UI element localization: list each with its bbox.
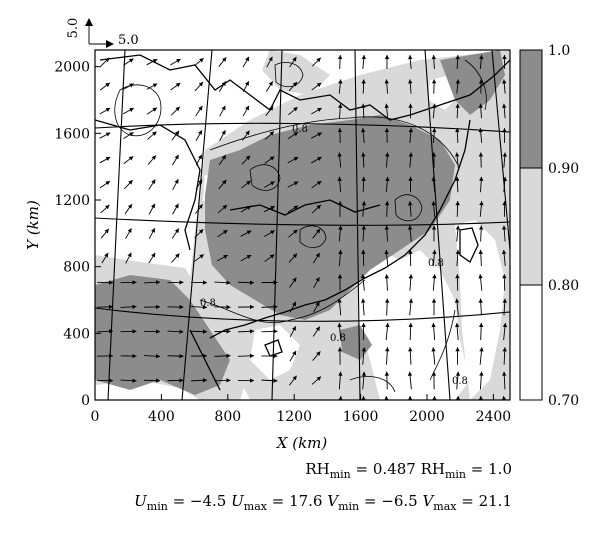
contour-label: 0.8 <box>428 258 444 269</box>
colorbar: 1.0 0.90 0.80 0.70 <box>520 43 579 409</box>
rh-min-b-value: = 1.0 <box>466 460 512 478</box>
wind-vector <box>238 405 254 406</box>
wind-vector-head <box>109 403 113 407</box>
v-max-value: = 21.1 <box>456 492 512 510</box>
rh-min-b-label: RH <box>421 460 445 478</box>
wind-vector <box>289 401 298 409</box>
wind-vector-head <box>293 401 297 405</box>
reference-vector-vertical-label: 5.0 <box>66 18 81 39</box>
y-tick-label: 400 <box>63 326 90 342</box>
wind-vector-head <box>226 403 230 407</box>
x-tick-label: 400 <box>148 409 175 425</box>
u-min-sub: min <box>147 500 168 513</box>
reference-vector: 5.0 5.0 <box>66 18 139 48</box>
wind-vector <box>311 402 321 409</box>
u-max-value: = 17.6 <box>267 492 327 510</box>
rh-min-a-value: = 0.487 <box>351 460 421 478</box>
rh-min-a-sub: min <box>330 468 351 481</box>
wind-vector <box>97 405 113 406</box>
wind-vector <box>121 405 137 406</box>
u-max-sub: max <box>244 500 267 513</box>
v-max-label: V <box>422 492 433 510</box>
rh-min-a-label: RH <box>305 460 329 478</box>
contour-label: 0.8 <box>330 333 346 344</box>
y-tick-label: 0 <box>81 393 90 409</box>
colorbar-label: 0.80 <box>548 278 579 294</box>
wind-vector-head <box>203 403 207 407</box>
wind-vector-head <box>317 402 322 406</box>
x-tick-label: 2400 <box>476 409 512 425</box>
x-axis-label: X (km) <box>276 434 328 452</box>
colorbar-segment-white <box>520 285 542 400</box>
v-min-label: V <box>327 492 338 510</box>
colorbar-segment-dark <box>520 50 542 168</box>
wind-vector <box>262 405 278 406</box>
rh-min-b-sub: min <box>445 468 466 481</box>
colorbar-segment-light <box>520 168 542 285</box>
wind-vector-head <box>156 403 160 407</box>
y-tick-label: 1600 <box>54 126 90 142</box>
v-min-sub: min <box>338 500 359 513</box>
rh-stats-line: RHmin = 0.487 RHmin = 1.0 <box>305 460 512 481</box>
uv-stats-line: Umin = −4.5 Umax = 17.6 Vmin = −6.5 Vmax… <box>134 492 512 513</box>
u-max-label: U <box>231 492 244 510</box>
colorbar-label: 0.70 <box>548 393 579 409</box>
contour-label: 0.8 <box>200 298 216 309</box>
colorbar-label: 0.90 <box>548 161 579 177</box>
wind-vector <box>191 405 207 406</box>
u-min-label: U <box>134 492 147 510</box>
u-min-value: = −4.5 <box>168 492 231 510</box>
y-tick-label: 1200 <box>54 193 90 209</box>
contour-label: 0.8 <box>292 124 308 135</box>
y-tick-label: 800 <box>63 260 90 276</box>
x-tick-label: 1600 <box>343 409 379 425</box>
contour-label: 0.8 <box>452 376 468 387</box>
wind-vector <box>168 405 184 406</box>
v-max-sub: max <box>433 500 456 513</box>
wind-vector-head <box>250 403 254 407</box>
colorbar-label: 1.0 <box>548 43 570 59</box>
y-tick-label: 2000 <box>54 60 90 76</box>
wind-vector-head <box>132 403 136 407</box>
wind-vector-head <box>273 403 277 407</box>
y-axis-label: Y (km) <box>24 200 42 250</box>
x-tick-label: 2000 <box>409 409 445 425</box>
reference-vector-label: 5.0 <box>118 33 139 48</box>
x-tick-label: 0 <box>91 409 100 425</box>
v-min-value: = −6.5 <box>359 492 422 510</box>
y-axis: 0 400 800 1200 1600 2000 <box>54 60 101 409</box>
x-tick-label: 1200 <box>276 409 312 425</box>
wind-vector-head <box>179 403 183 407</box>
x-tick-label: 800 <box>214 409 241 425</box>
